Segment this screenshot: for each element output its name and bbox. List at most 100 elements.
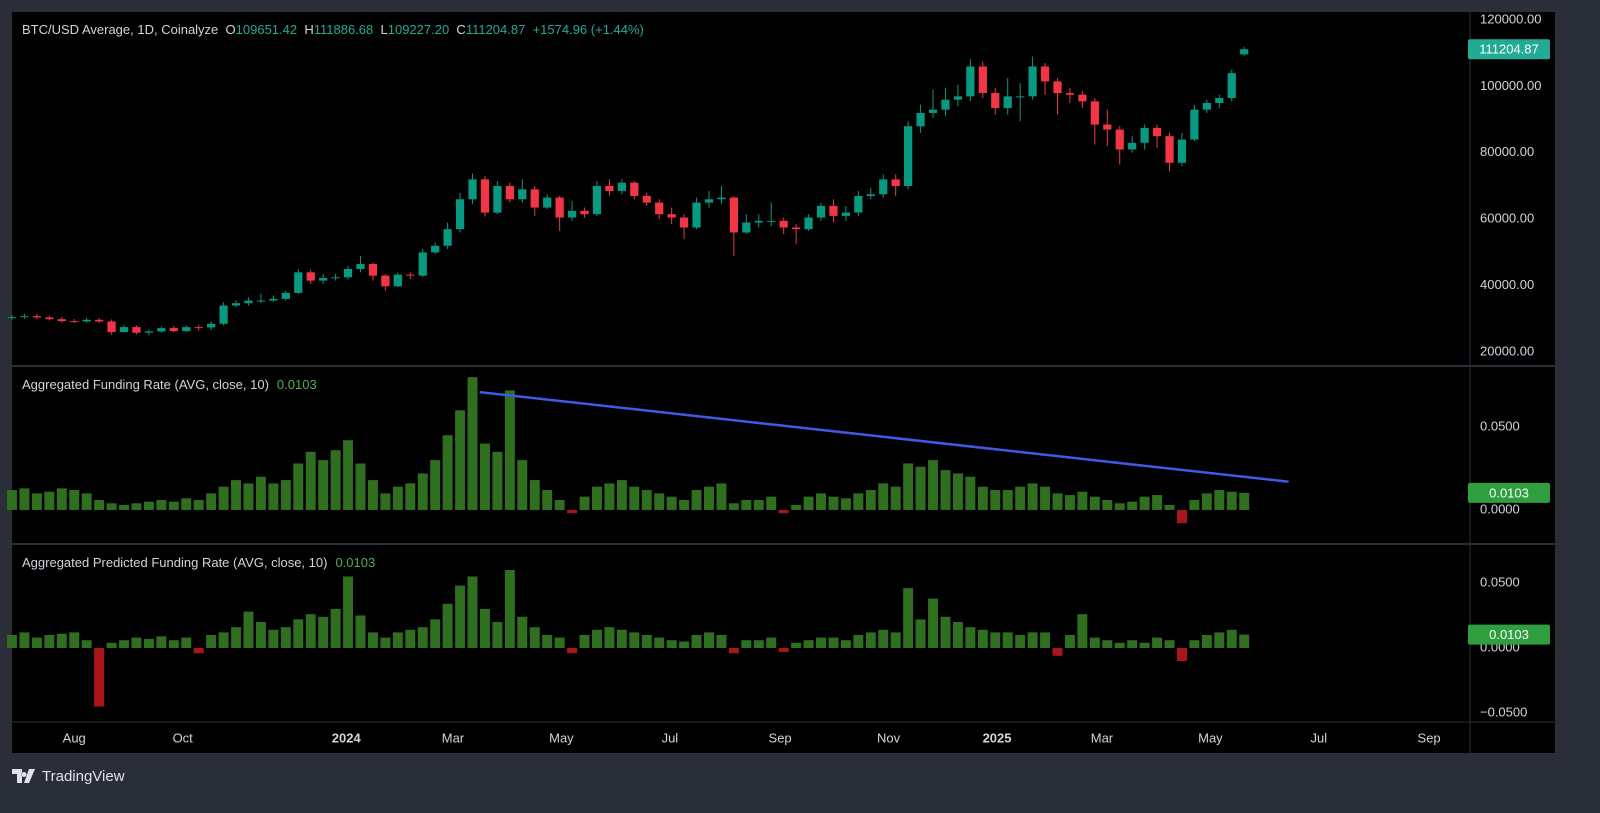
funding-bar — [1239, 634, 1250, 649]
funding-bar — [442, 603, 453, 649]
funding-bar — [629, 486, 640, 510]
funding-bar — [405, 629, 416, 649]
funding-bar — [704, 486, 714, 510]
candle-body — [754, 220, 763, 223]
funding-bar — [94, 648, 105, 707]
candle-body — [207, 323, 216, 328]
candle-body — [891, 179, 900, 187]
funding-bar — [417, 473, 428, 510]
candle-body — [543, 197, 552, 208]
footer: TradingView — [12, 766, 125, 786]
legend-title: BTC/USD Average, 1D, Coinalyze — [22, 22, 219, 37]
funding-bar — [206, 634, 217, 649]
ohlc-value: 109651.42 — [235, 22, 298, 37]
candle-body — [455, 199, 465, 230]
x-tick-label: Jul — [1311, 730, 1328, 745]
x-tick-label: Nov — [877, 730, 901, 745]
candle-body — [1190, 109, 1199, 140]
funding-bar — [430, 619, 441, 649]
candle-body — [605, 186, 614, 191]
funding-bar — [1239, 492, 1250, 510]
funding-bar — [168, 640, 179, 649]
funding-bar — [467, 576, 478, 649]
funding-bar — [567, 509, 578, 514]
funding-bar — [952, 621, 963, 649]
ohlc-label: L — [380, 22, 388, 37]
funding-bar — [567, 648, 578, 654]
candle-body — [991, 93, 1000, 108]
funding-bar — [816, 637, 826, 649]
candle-body — [841, 212, 851, 216]
predicted-legend: Aggregated Predicted Funding Rate (AVG, … — [22, 555, 375, 570]
funding-bar — [1089, 496, 1100, 510]
funding-bar — [56, 633, 67, 649]
funding-bar — [990, 490, 1001, 510]
funding-bar — [915, 466, 926, 510]
funding-bar — [554, 499, 565, 510]
funding-bar — [890, 486, 901, 510]
x-tick-label: May — [549, 730, 574, 745]
candle-body — [1240, 49, 1249, 55]
funding-bar — [343, 440, 354, 510]
funding-bar — [529, 627, 540, 649]
candle-body — [1140, 127, 1149, 143]
candle-body — [231, 303, 241, 306]
candle-body — [256, 300, 266, 302]
funding-bar — [915, 619, 926, 649]
funding-bar — [1002, 632, 1013, 649]
funding-bar — [1189, 499, 1200, 510]
candle-body — [1065, 93, 1075, 95]
funding-bar — [517, 616, 528, 649]
funding-bar — [69, 490, 80, 510]
funding-bar — [94, 499, 105, 510]
funding-bar — [504, 569, 515, 649]
candle-body — [1016, 96, 1025, 98]
funding-bar — [106, 642, 117, 649]
y-tick-label: 0.0500 — [1480, 418, 1520, 433]
x-tick-label: Sep — [769, 730, 792, 745]
funding-bar — [355, 463, 366, 510]
funding-bar — [479, 443, 490, 510]
candle-body — [20, 316, 29, 318]
ohlc-label: H — [304, 22, 314, 37]
chart-background — [12, 12, 1555, 753]
funding-bar — [392, 486, 403, 510]
funding-bar — [1077, 614, 1088, 649]
funding-bar — [1040, 486, 1051, 510]
funding-bar — [977, 629, 988, 649]
funding-bar — [143, 638, 154, 649]
funding-bar — [542, 634, 553, 649]
funding-bar — [691, 634, 702, 649]
funding-bar — [616, 629, 627, 649]
funding-bar — [728, 648, 739, 654]
funding-bar — [181, 498, 192, 510]
funding-bar — [1102, 640, 1113, 649]
funding-bar — [504, 390, 515, 510]
x-tick-label: Oct — [173, 730, 194, 745]
candle-body — [928, 109, 938, 113]
candle-body — [468, 179, 477, 200]
candle-body — [742, 222, 751, 233]
funding-bar — [666, 640, 677, 649]
funding-bar — [218, 632, 229, 649]
funding-bar — [878, 629, 889, 649]
funding-bar — [106, 503, 117, 510]
funding-bar — [778, 648, 789, 652]
candle-body — [1040, 66, 1050, 82]
candle-body — [816, 205, 826, 218]
funding-bar — [554, 637, 565, 649]
candle-body — [704, 199, 714, 203]
funding-bar — [741, 640, 752, 649]
candle-body — [1128, 142, 1137, 150]
funding-bar — [44, 491, 55, 510]
candle-body — [393, 274, 402, 287]
candle-body — [157, 328, 166, 332]
logo — [12, 769, 35, 783]
funding-bar — [716, 634, 727, 649]
funding-bar — [940, 470, 951, 510]
funding-bar — [1089, 637, 1100, 649]
funding-bar — [1052, 493, 1063, 510]
funding-bar — [903, 463, 914, 510]
candle-body — [729, 197, 738, 233]
funding-bar — [405, 483, 416, 510]
